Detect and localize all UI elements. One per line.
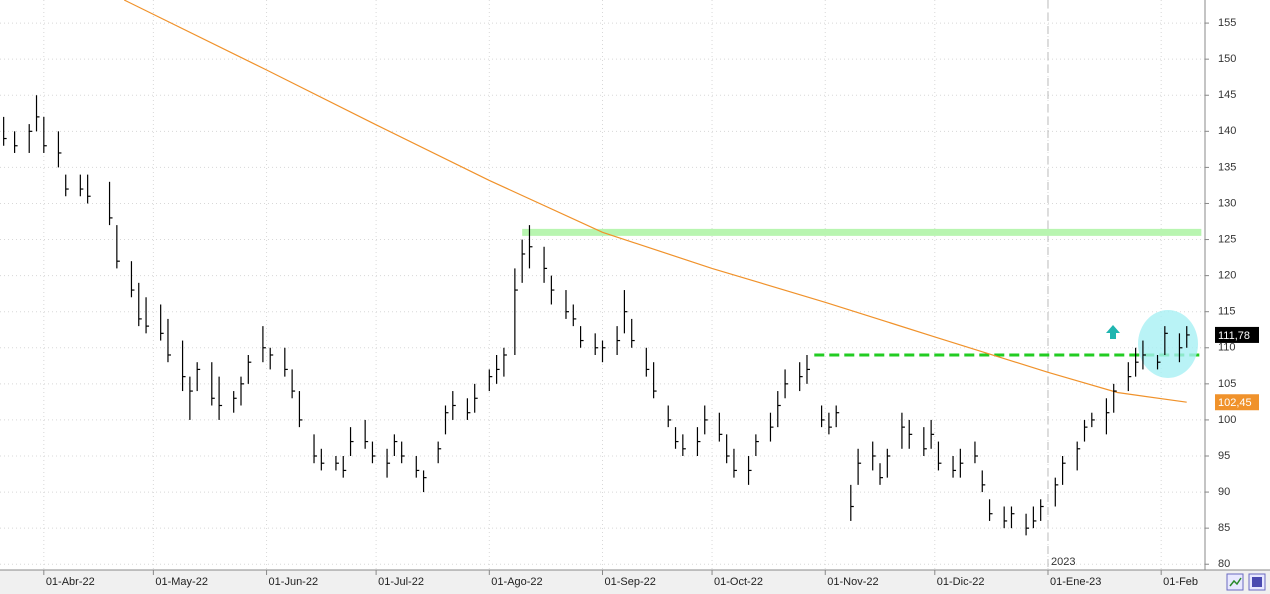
y-tick-label: 155 <box>1218 17 1236 29</box>
x-tick-label: 01-Oct-22 <box>714 576 763 588</box>
y-tick-label: 90 <box>1218 486 1230 498</box>
year-label: 2023 <box>1051 556 1075 568</box>
plot <box>3 0 1202 536</box>
x-axis-band <box>0 570 1270 594</box>
y-tick-label: 80 <box>1218 558 1230 570</box>
x-tick-label: 01-May-22 <box>155 576 208 588</box>
x-tick-label: 01-Ago-22 <box>491 576 542 588</box>
x-tick-label: 01-Feb <box>1163 576 1198 588</box>
x-tick-label: 01-Dic-22 <box>937 576 985 588</box>
x-tick-label: 01-Nov-22 <box>827 576 878 588</box>
y-tick-label: 125 <box>1218 233 1236 245</box>
up-arrow <box>1106 325 1120 339</box>
y-tick-label: 110 <box>1218 342 1236 354</box>
y-tick-label: 120 <box>1218 270 1236 282</box>
x-tick-label: 01-Jul-22 <box>378 576 424 588</box>
y-tick-label: 140 <box>1218 125 1236 137</box>
y-tick-label: 150 <box>1218 53 1236 65</box>
price-label: 102,45 <box>1218 397 1252 409</box>
moving-average <box>123 0 1187 403</box>
y-tick-label: 145 <box>1218 89 1236 101</box>
highlight-circle <box>1138 310 1198 378</box>
grid <box>0 0 1205 570</box>
y-tick-label: 135 <box>1218 161 1236 173</box>
axes: 80 85 90 95 100 105 110 115 120 125 130 135 140 145 15… <box>43 17 1259 588</box>
x-tick-label: 01-Abr-22 <box>46 576 95 588</box>
y-tick-label: 85 <box>1218 522 1230 534</box>
price-label: 111,78 <box>1218 330 1250 342</box>
zoom-icon <box>1229 577 1242 587</box>
y-tick-label: 95 <box>1218 450 1230 462</box>
save-icon <box>1252 577 1262 587</box>
y-tick-label: 115 <box>1218 306 1236 318</box>
y-tick-label: 130 <box>1218 197 1236 209</box>
price-label-box <box>1215 394 1259 411</box>
x-tick-label: 01-Sep-22 <box>605 576 656 588</box>
price-label-box <box>1215 326 1259 343</box>
x-tick-label: 01-Ene-23 <box>1050 576 1101 588</box>
x-tick-label: 01-Jun-22 <box>269 576 319 588</box>
y-tick-label: 100 <box>1218 414 1236 426</box>
y-tick-label: 105 <box>1218 378 1236 390</box>
